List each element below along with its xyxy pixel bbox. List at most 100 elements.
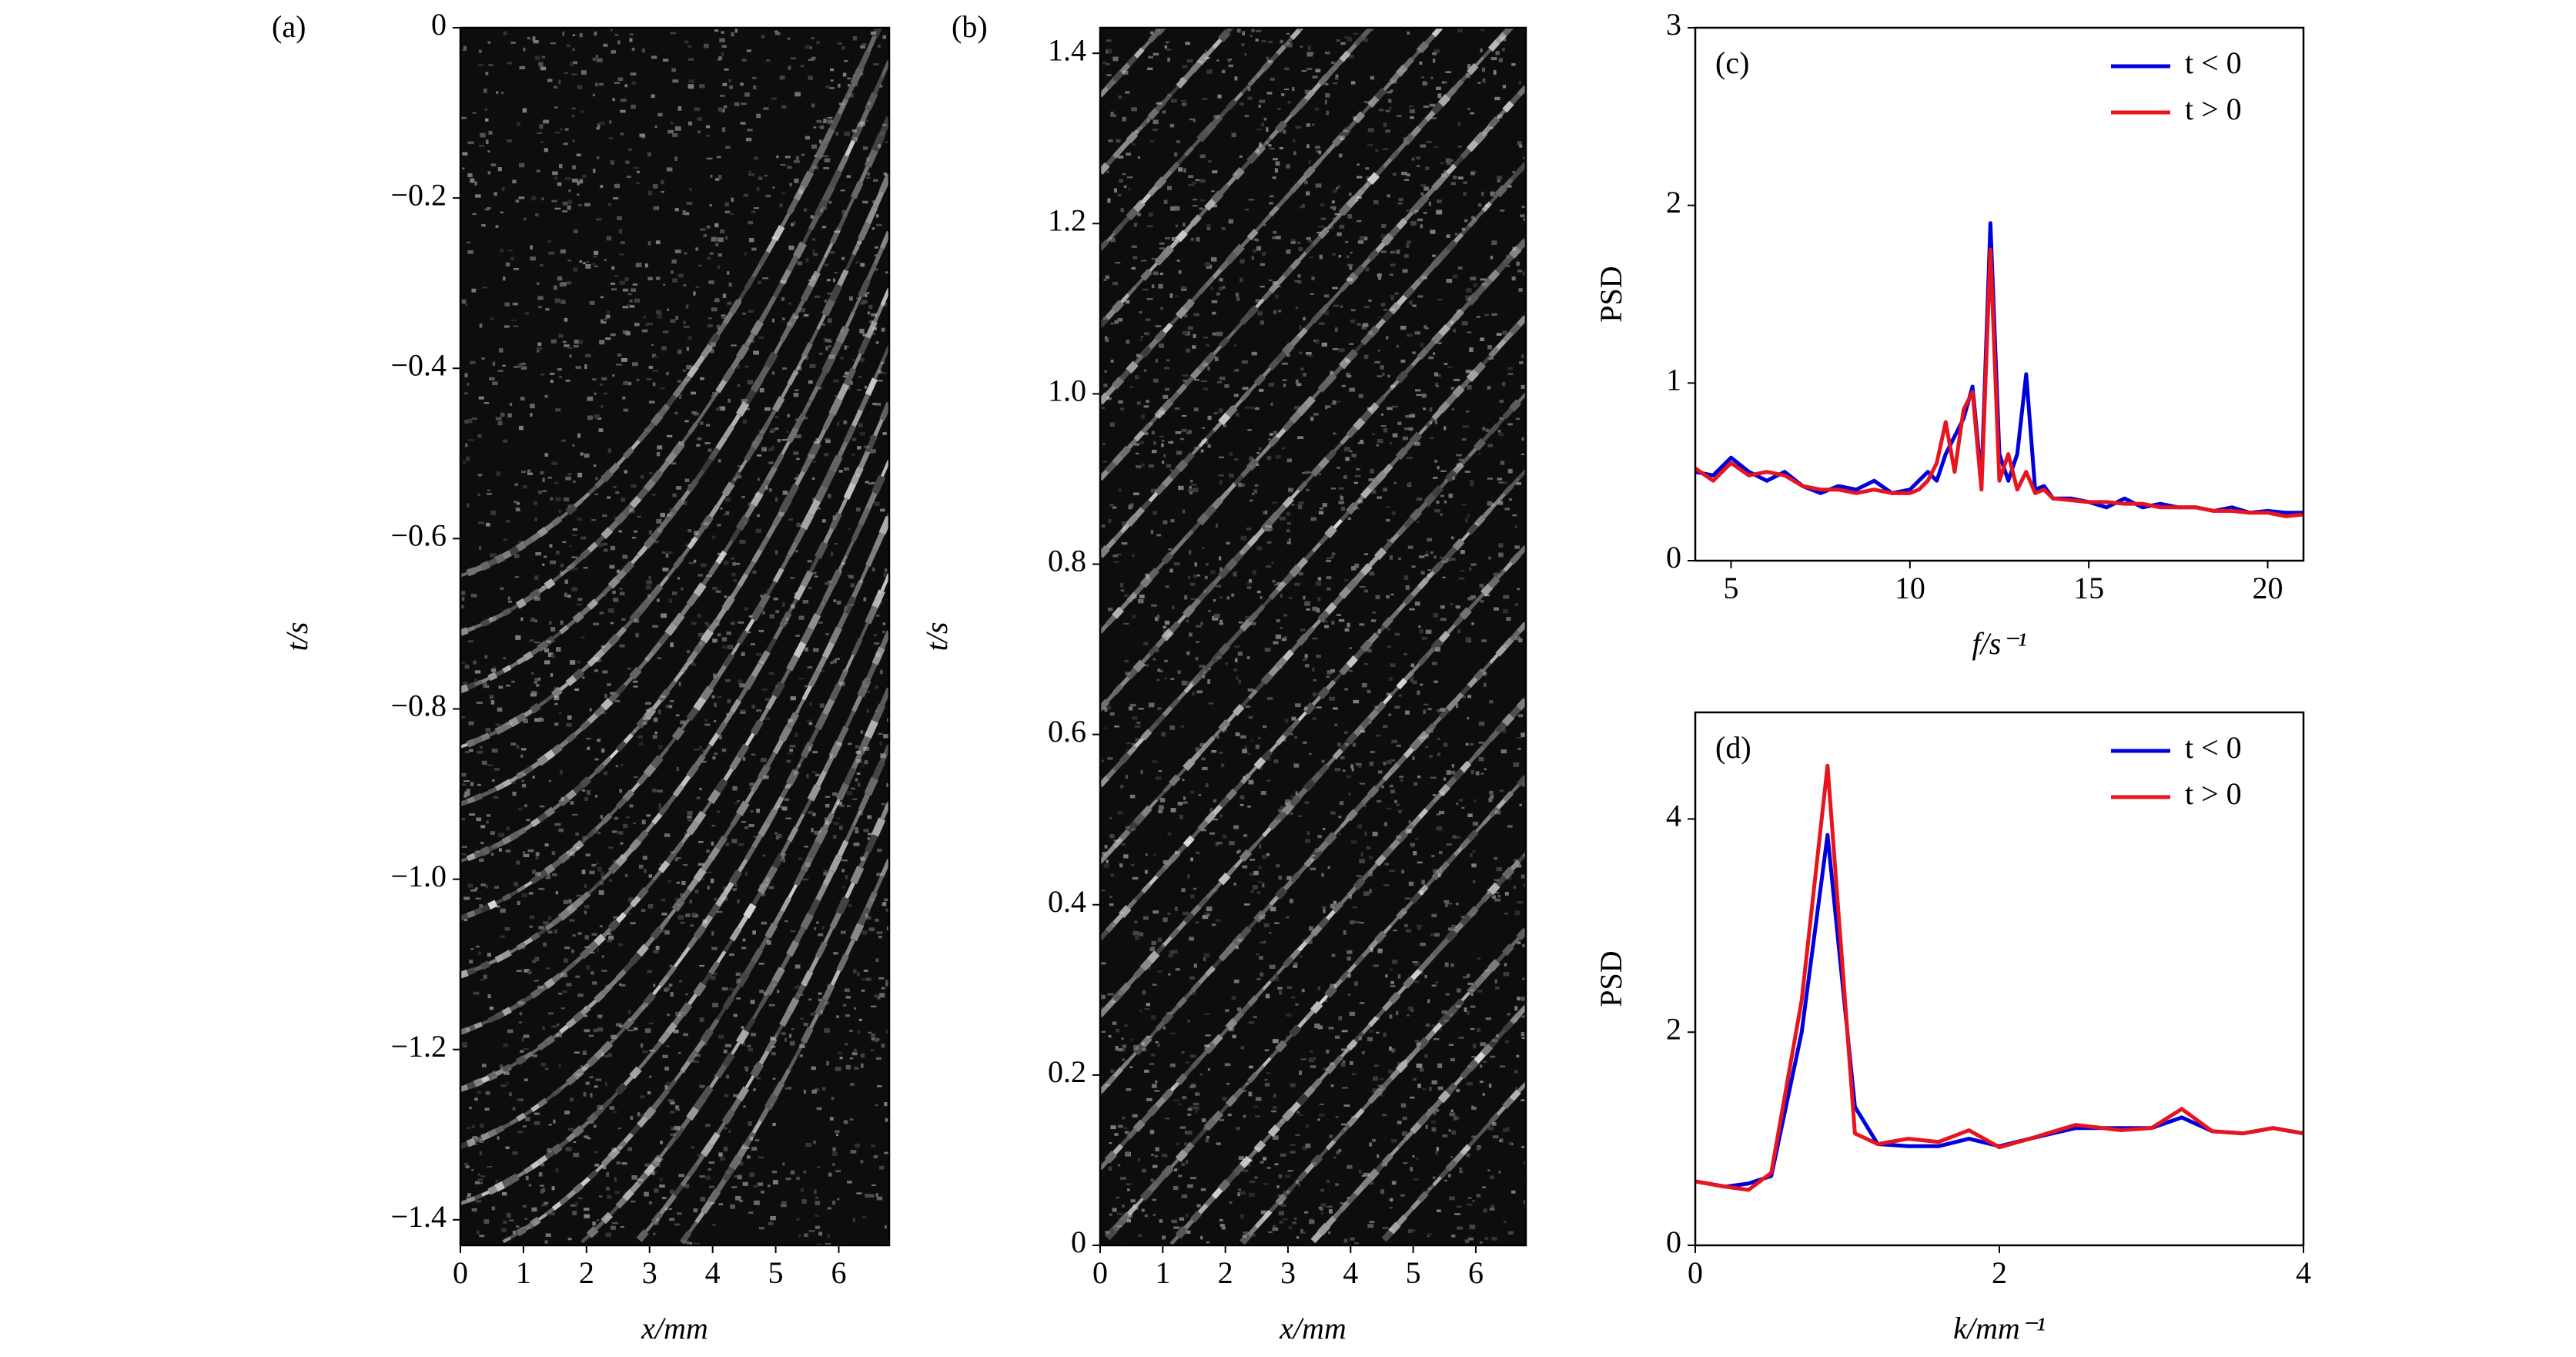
speckle [1429,407,1433,412]
speckle [567,199,573,205]
stripe [872,75,885,95]
speckle [648,366,654,369]
speckle [821,601,825,605]
speckle [1346,775,1352,778]
speckle [1404,254,1409,258]
speckle [662,59,669,62]
speckle [750,1000,755,1004]
stripe [607,862,621,875]
stripe [466,910,476,919]
speckle [874,254,878,256]
speckle [1313,1057,1316,1060]
speckle [1113,188,1118,193]
speckle [565,1147,572,1151]
speckle [1234,76,1238,81]
speckle [824,1001,830,1005]
speckle [475,887,478,890]
stripe [822,869,835,887]
stripe [744,561,756,576]
speckle [876,873,882,876]
speckle [1310,256,1313,259]
speckle [787,414,790,418]
speckle [631,288,637,292]
stripe [737,915,748,930]
speckle [1316,150,1320,153]
speckle [1347,263,1353,266]
stripe [766,581,777,596]
speckle [508,600,512,603]
speckle [1247,86,1251,92]
speckle [1339,494,1343,498]
speckle [467,382,470,386]
stripe [466,739,477,748]
speckle [839,1057,843,1060]
speckle [465,443,468,447]
stripe [744,732,755,747]
speckle [1310,867,1316,870]
speckle [1186,59,1193,63]
speckle [474,1097,478,1101]
speckle [1423,82,1428,85]
speckle [584,1208,590,1211]
speckle [518,807,523,811]
stripe [751,891,763,906]
speckle [1331,552,1336,555]
speckle [867,815,872,819]
speckle [1139,932,1144,936]
x-tick-label: 4 [705,1255,721,1290]
speckle [731,839,738,843]
speckle [622,396,626,399]
speckle [544,660,550,665]
speckle [1321,342,1327,347]
speckle [627,1147,632,1151]
speckle [1327,866,1330,869]
speckle [822,155,828,157]
stripe [572,896,584,909]
speckle [1359,585,1366,588]
speckle [1444,478,1447,483]
speckle [554,702,558,705]
speckle [1264,1078,1268,1081]
stripe [808,1013,820,1030]
speckle [1139,310,1142,314]
speckle [1293,1218,1297,1220]
stripe [615,568,627,581]
speckle [808,702,812,706]
stripe [808,156,821,173]
stripe [728,1154,743,1171]
speckle [1466,973,1470,978]
speckle [809,364,816,368]
stripe [715,550,728,565]
speckle [597,123,601,128]
speckle [1137,213,1141,216]
speckle [567,715,572,720]
speckle [1397,974,1401,979]
speckle [753,207,759,209]
speckle [1250,622,1256,625]
speckle [602,1166,607,1170]
stripe [864,776,878,796]
speckle [772,186,775,189]
stripe [788,883,798,900]
speckle [851,1052,858,1056]
speckle [761,688,768,691]
speckle [586,738,591,740]
speckle [478,49,482,53]
speckle [793,160,800,163]
speckle [1303,1211,1309,1214]
speckle [1507,423,1513,426]
speckle [760,595,764,598]
stripe [771,853,785,869]
speckle [687,815,692,819]
speckle [1146,298,1153,300]
speckle [585,353,591,357]
stripe [460,1141,469,1149]
speckle [607,1053,613,1057]
stripe [466,682,476,690]
stripe [680,774,691,788]
speckle [1390,663,1396,668]
speckle [1487,444,1494,447]
speckle [1471,1135,1476,1138]
stripe [708,332,721,348]
stripe [808,385,820,402]
